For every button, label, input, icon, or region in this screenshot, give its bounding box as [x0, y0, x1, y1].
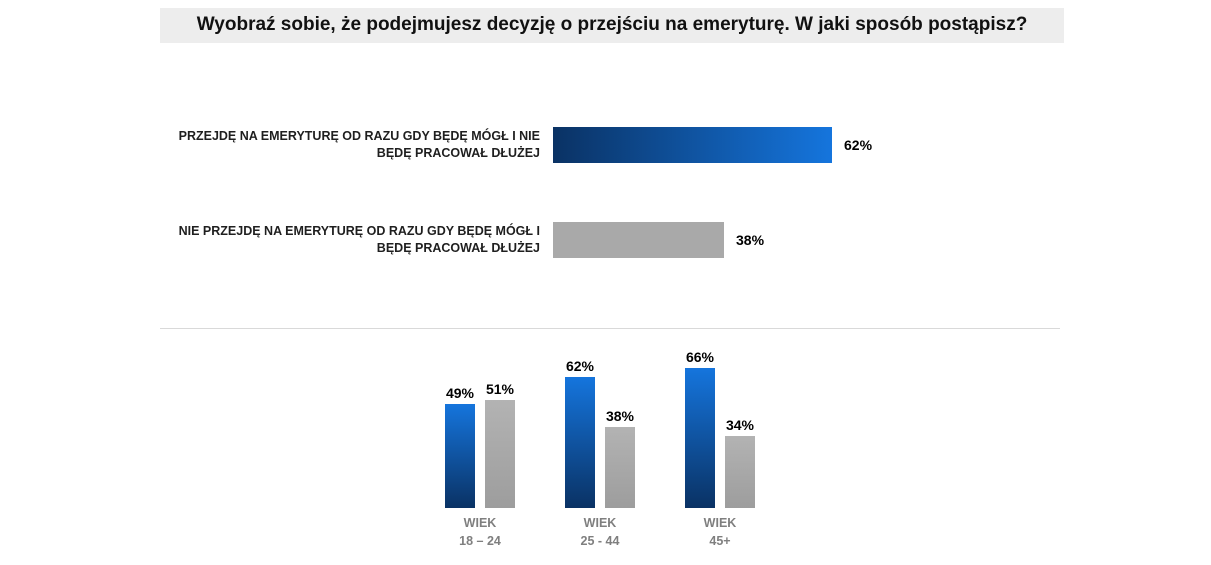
age-group: 66% 34% WIEK 45+	[685, 333, 755, 550]
age-group-caption: WIEK 45+	[704, 514, 737, 550]
section-divider	[160, 328, 1060, 329]
hbar-track: 38%	[553, 221, 940, 258]
vbar-value-label: 38%	[605, 408, 635, 425]
bar-column: 34%	[725, 417, 755, 508]
caption-line-2: 25 - 44	[580, 534, 620, 548]
vbar-blue	[445, 404, 475, 508]
age-group: 62% 38% WIEK 25 - 44	[565, 333, 635, 550]
vbar-gray	[725, 435, 755, 508]
caption-line-2: 45+	[709, 534, 731, 548]
caption-line-1: WIEK	[463, 516, 497, 530]
bar-column: 38%	[605, 408, 635, 508]
vbar-blue	[565, 376, 595, 508]
hbar-value-label: 62%	[844, 136, 873, 153]
age-group: 49% 51% WIEK 18 – 24	[445, 333, 515, 550]
caption-line-1: WIEK	[583, 516, 617, 530]
hbar-category-label: NIE PRZEJDĘ NA EMERYTURĘ OD RAZU GDY BĘD…	[178, 223, 540, 255]
age-group-caption: WIEK 18 – 24	[459, 514, 501, 550]
age-group-caption: WIEK 25 - 44	[581, 514, 620, 550]
vbar-gray	[485, 399, 515, 508]
hbar-blue	[553, 126, 832, 163]
grouped-bar-chart: 49% 51% WIEK 18 – 24 62% 38%	[445, 333, 755, 550]
bar-column: 66%	[685, 349, 715, 508]
vbar-value-label: 34%	[725, 416, 755, 433]
horizontal-bar-chart: PRZEJDĘ NA EMERYTURĘ OD RAZU GDY BĘDĘ MÓ…	[160, 97, 940, 287]
bar-pair: 62% 38%	[565, 333, 635, 508]
vbar-blue	[685, 368, 715, 508]
bar-column: 62%	[565, 358, 595, 508]
vbar-value-label: 51%	[485, 380, 515, 397]
page-title: Wyobraź sobie, że podejmujesz decyzję o …	[160, 8, 1064, 43]
caption-line-2: 18 – 24	[459, 534, 501, 548]
hbar-category-label: PRZEJDĘ NA EMERYTURĘ OD RAZU GDY BĘDĘ MÓ…	[178, 128, 540, 160]
bar-column: 49%	[445, 385, 475, 508]
hbar-gray	[553, 221, 724, 258]
vbar-value-label: 66%	[685, 349, 715, 366]
bar-column: 51%	[485, 381, 515, 508]
hbar-row: PRZEJDĘ NA EMERYTURĘ OD RAZU GDY BĘDĘ MÓ…	[160, 97, 940, 192]
bar-pair: 66% 34%	[685, 333, 755, 508]
vbar-value-label: 49%	[445, 385, 475, 402]
caption-line-1: WIEK	[703, 516, 737, 530]
vbar-gray	[605, 427, 635, 508]
hbar-value-label: 38%	[736, 231, 765, 248]
vbar-value-label: 62%	[565, 357, 595, 374]
bar-pair: 49% 51%	[445, 333, 515, 508]
hbar-track: 62%	[553, 126, 940, 163]
hbar-row: NIE PRZEJDĘ NA EMERYTURĘ OD RAZU GDY BĘD…	[160, 192, 940, 287]
